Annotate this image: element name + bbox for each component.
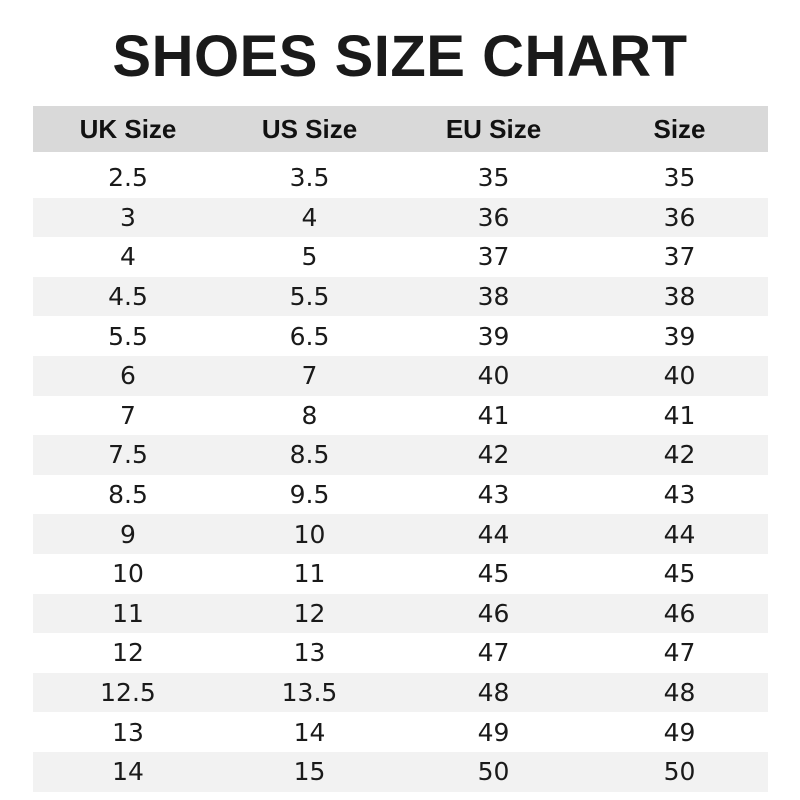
table-cell: 49 <box>477 717 510 747</box>
header-size: Size <box>653 113 706 144</box>
table-cell: 2.5 <box>108 163 148 193</box>
table-cell: 13 <box>112 717 144 747</box>
table-row: 9 10 44 44 <box>33 514 768 554</box>
table-cell: 38 <box>477 282 510 312</box>
table-cell: 6 <box>120 361 136 391</box>
table-cell: 43 <box>477 480 510 510</box>
table-cell: 45 <box>663 559 696 589</box>
table-cell: 46 <box>477 598 510 628</box>
table-cell: 7.5 <box>108 440 148 470</box>
table-row: 4 5 37 37 <box>33 237 768 277</box>
table-row: 6 7 40 40 <box>33 355 768 396</box>
table-cell: 6.5 <box>289 321 330 351</box>
table-cell: 8.5 <box>108 480 148 510</box>
table-cell: 42 <box>477 440 510 470</box>
table-cell: 14 <box>112 757 144 787</box>
table-cell: 3 <box>120 202 136 232</box>
table-cell: 14 <box>293 717 326 747</box>
table-cell: 48 <box>477 678 510 708</box>
table-cell: 5 <box>301 242 318 272</box>
table-cell: 4.5 <box>108 282 148 312</box>
table-cell: 40 <box>663 361 696 391</box>
table-cell: 12 <box>112 638 144 668</box>
table-cell: 35 <box>477 163 510 193</box>
table-cell: 11 <box>112 598 144 628</box>
table-cell: 37 <box>477 242 510 272</box>
table-cell: 8.5 <box>289 440 330 470</box>
table-body: 2.5 3.5 35 35 3 4 36 36 4 5 37 37 4.5 5.5 38 38 5.5 6.5 39… <box>33 158 768 792</box>
table-row: 13 14 49 49 <box>33 712 768 752</box>
table-row: 7 8 41 41 <box>33 396 768 436</box>
table-cell: 42 <box>663 440 696 470</box>
table-cell: 40 <box>477 361 510 391</box>
table-cell: 43 <box>663 480 696 510</box>
table-cell: 39 <box>663 321 696 351</box>
table-row: 11 12 46 46 <box>33 593 768 634</box>
table-row: 2.5 3.5 35 35 <box>33 158 768 198</box>
table-cell: 3.5 <box>289 163 330 193</box>
table-cell: 13.5 <box>281 678 338 708</box>
table-cell: 39 <box>477 321 510 351</box>
table-row: 12.5 13.5 48 48 <box>33 672 768 713</box>
table-header: UK Size US Size EU Size Size <box>33 106 768 152</box>
table-cell: 41 <box>663 400 696 430</box>
table-cell: 11 <box>293 559 326 589</box>
table-cell: 12.5 <box>100 678 156 708</box>
table-cell: 48 <box>663 678 696 708</box>
table-cell: 44 <box>663 519 696 549</box>
table-cell: 50 <box>663 757 696 787</box>
table-row: 10 11 45 45 <box>33 554 768 594</box>
header-us-size: US Size <box>261 113 358 144</box>
table-row: 4.5 5.5 38 38 <box>33 276 768 317</box>
page-title: SHOES SIZE CHART <box>112 24 688 89</box>
table-row: 12 13 47 47 <box>33 633 768 673</box>
table-row: 7.5 8.5 42 42 <box>33 435 768 475</box>
table-cell: 38 <box>663 282 696 312</box>
table-cell: 9.5 <box>289 480 330 510</box>
table-cell: 12 <box>293 598 326 628</box>
table-cell: 36 <box>477 202 510 232</box>
table-cell: 44 <box>477 519 510 549</box>
table-cell: 10 <box>112 559 144 589</box>
table-row: 8.5 9.5 43 43 <box>33 475 768 515</box>
table-cell: 13 <box>293 638 326 668</box>
table-cell: 41 <box>477 400 510 430</box>
header-uk-size: UK Size <box>79 113 177 144</box>
table-cell: 8 <box>301 400 318 430</box>
table-cell: 10 <box>293 519 326 549</box>
table-cell: 45 <box>477 559 510 589</box>
table-cell: 35 <box>663 163 696 193</box>
table-row: 14 15 50 50 <box>33 751 768 792</box>
size-table: UK Size US Size EU Size Size 2.5 3.5 35 35 3… <box>33 106 768 792</box>
table-cell: 4 <box>301 202 318 232</box>
table-cell: 50 <box>477 757 510 787</box>
table-cell: 9 <box>120 519 136 549</box>
table-cell: 7 <box>120 400 136 430</box>
table-cell: 46 <box>663 598 696 628</box>
table-cell: 5.5 <box>289 282 330 312</box>
table-cell: 49 <box>663 717 696 747</box>
header-eu-size: EU Size <box>445 113 542 144</box>
table-cell: 7 <box>301 361 318 391</box>
table-cell: 47 <box>663 638 696 668</box>
table-cell: 5.5 <box>108 321 148 351</box>
table-row: 5.5 6.5 39 39 <box>33 316 768 356</box>
table-cell: 37 <box>663 242 696 272</box>
table-cell: 15 <box>293 757 326 787</box>
table-cell: 36 <box>663 202 696 232</box>
table-cell: 47 <box>477 638 510 668</box>
table-cell: 4 <box>120 242 136 272</box>
table-row: 3 4 36 36 <box>33 197 768 238</box>
